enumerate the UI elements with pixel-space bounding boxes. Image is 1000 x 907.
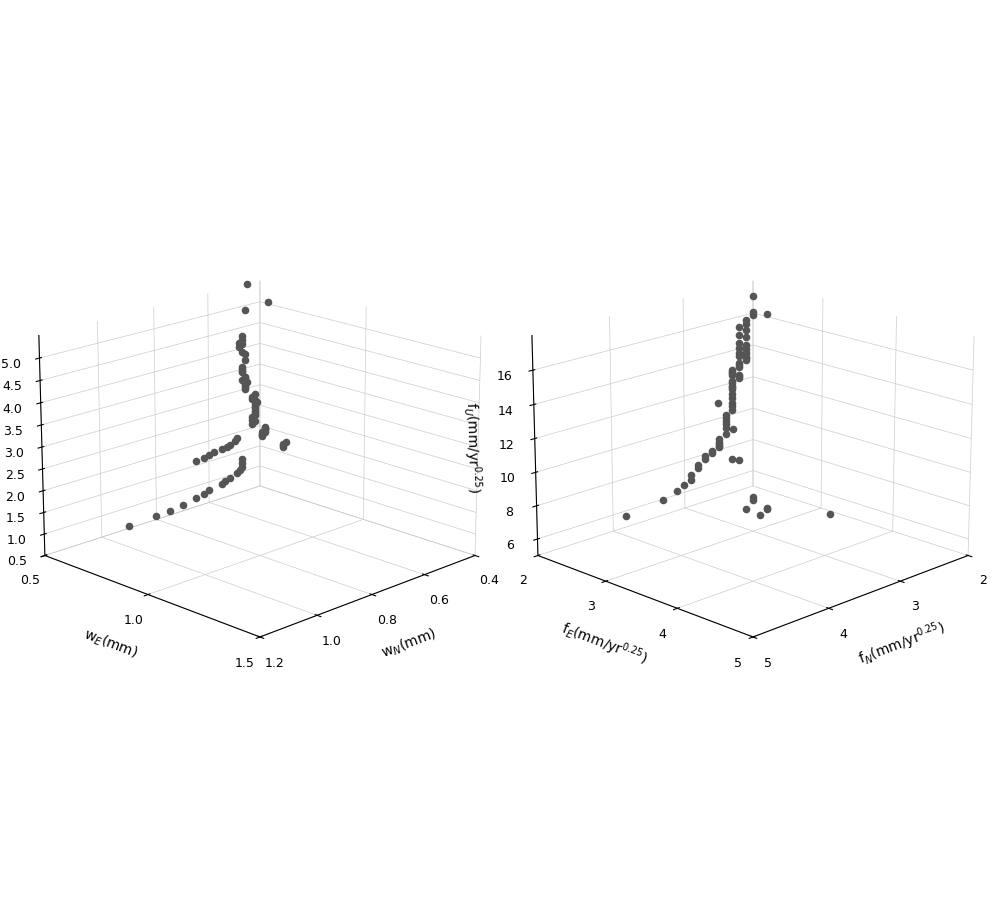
Y-axis label: w$_E$(mm): w$_E$(mm) [81,626,140,662]
Y-axis label: f$_E$(mm/yr$^{0.25}$): f$_E$(mm/yr$^{0.25}$) [558,618,650,670]
X-axis label: f$_N$(mm/yr$^{0.25}$): f$_N$(mm/yr$^{0.25}$) [856,618,949,670]
X-axis label: w$_N$(mm): w$_N$(mm) [379,626,439,662]
